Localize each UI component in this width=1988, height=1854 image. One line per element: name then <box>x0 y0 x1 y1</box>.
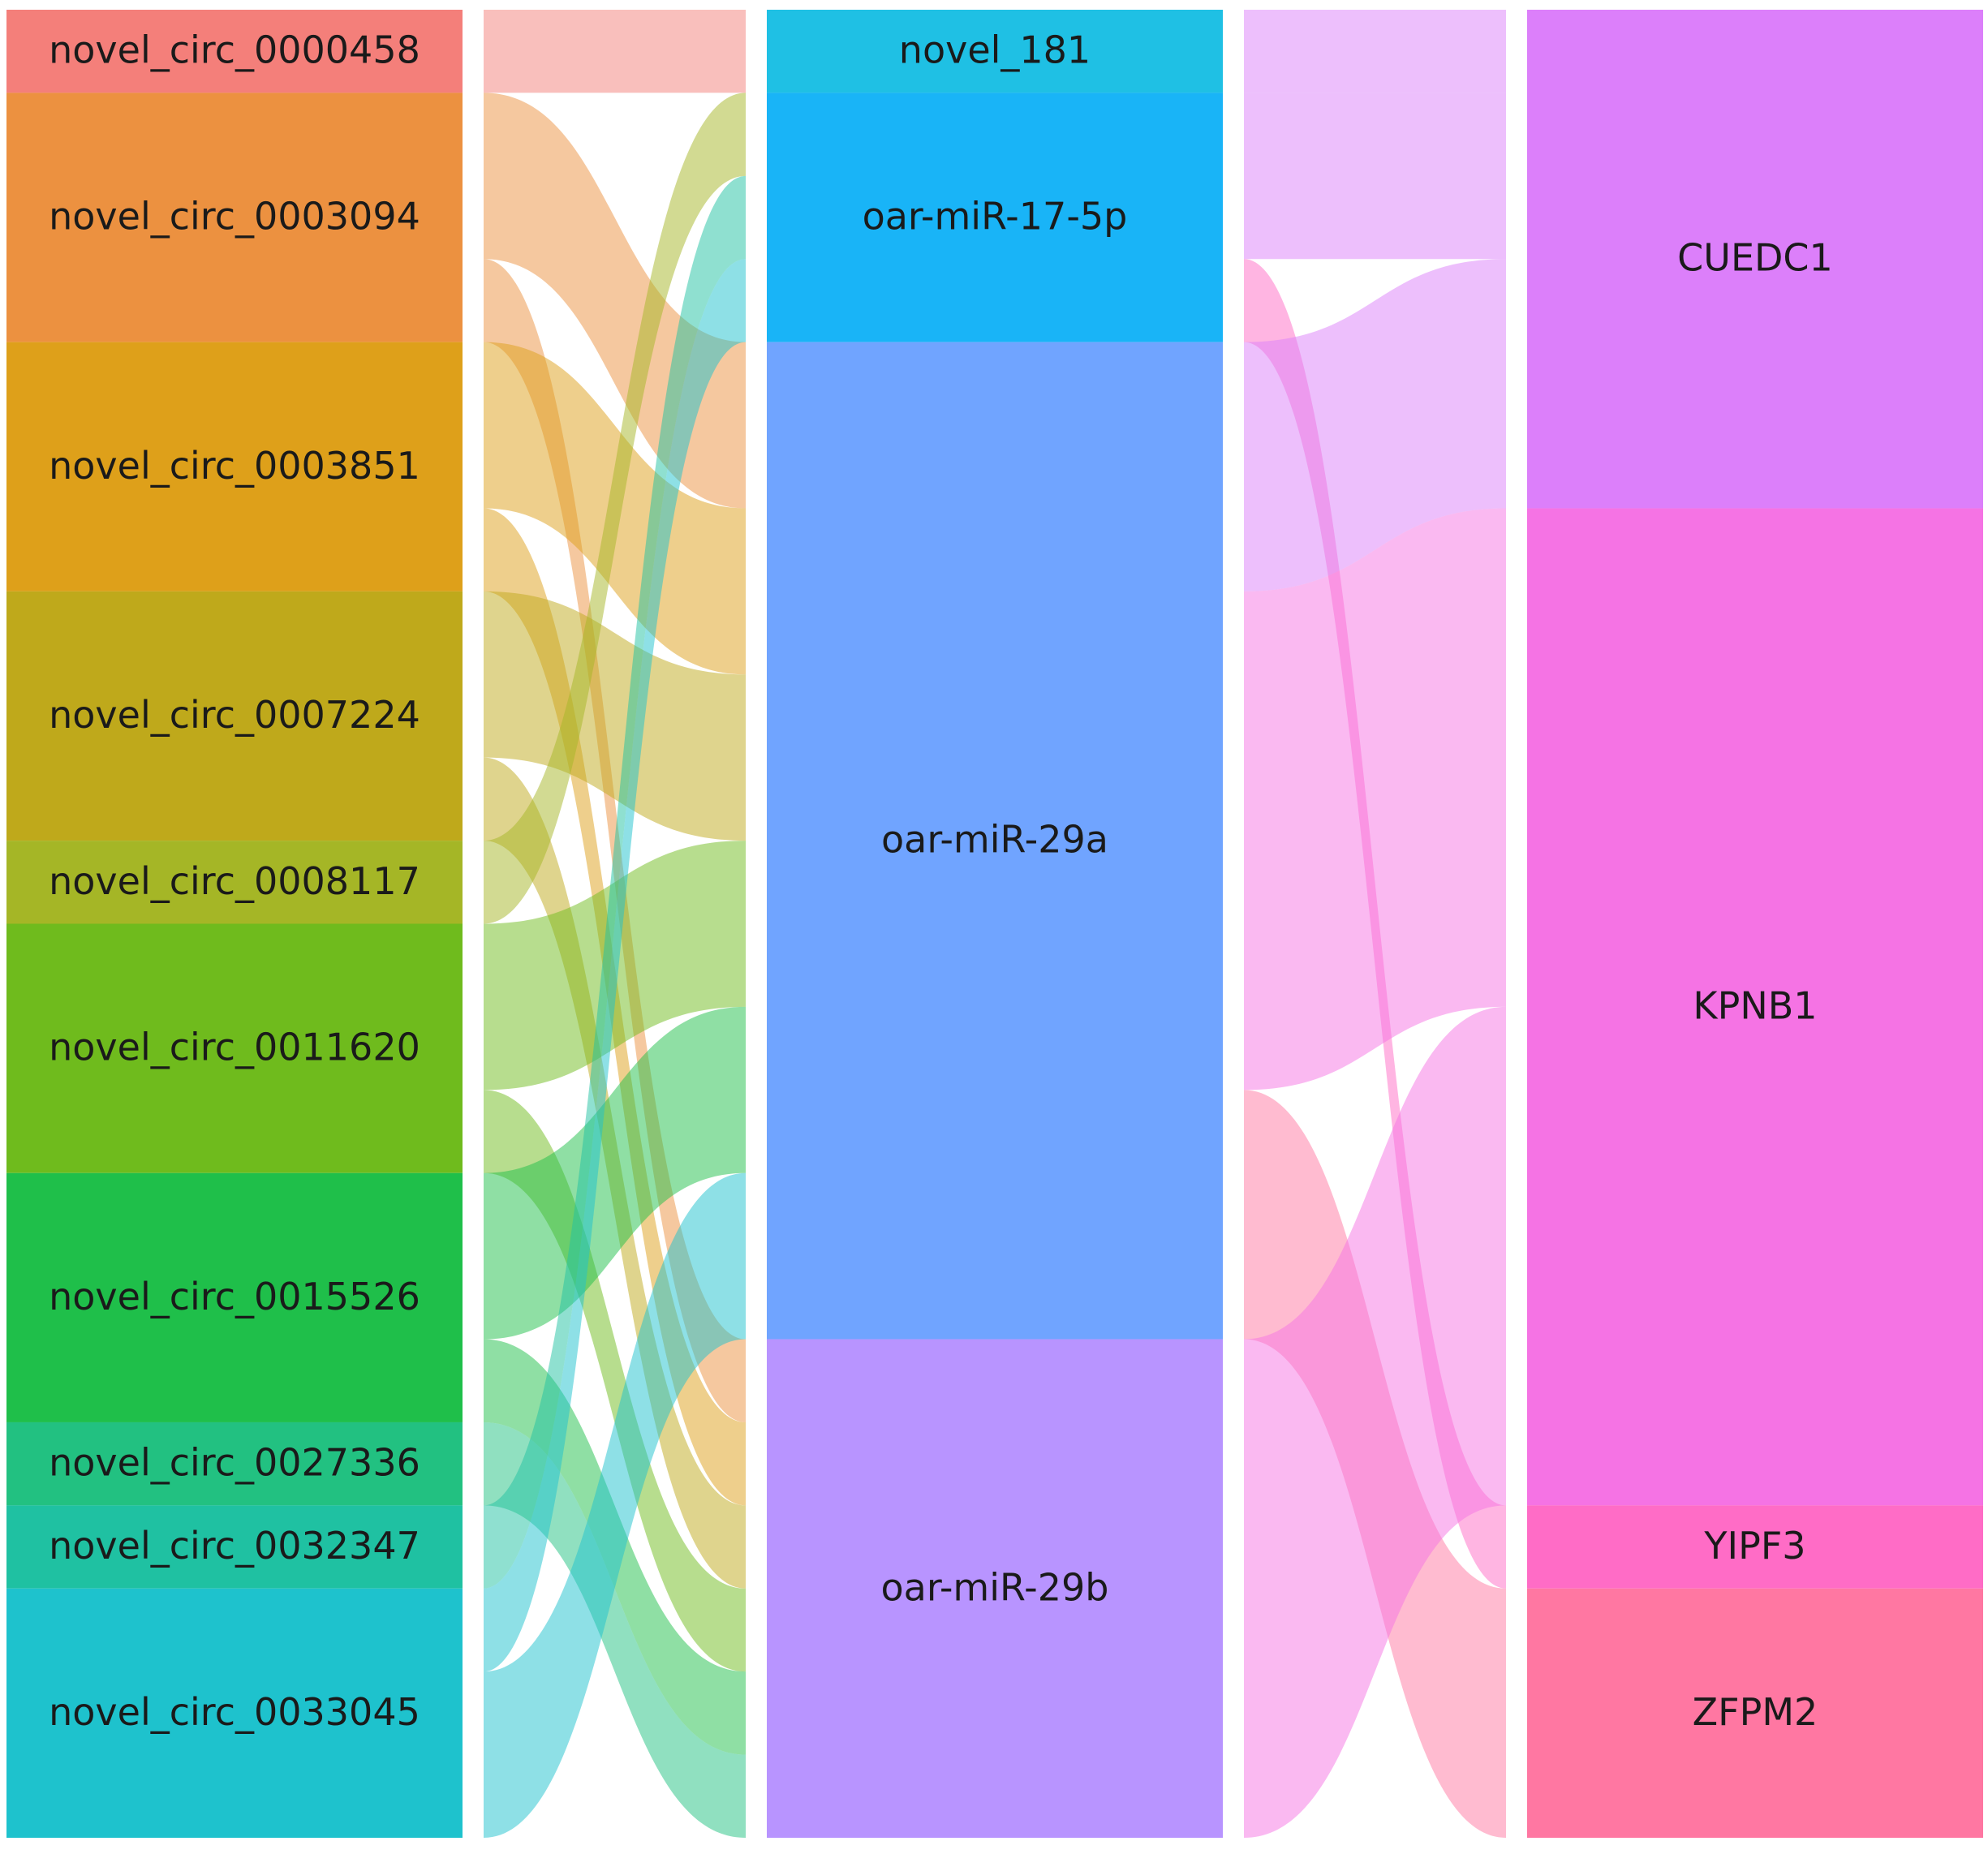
node-label-c11620: novel_circ_0011620 <box>49 1026 420 1069</box>
node-c33045 <box>6 1588 463 1838</box>
link-m29b-to-KPNB1 <box>1244 1006 1506 1838</box>
node-m29b <box>767 1339 1223 1838</box>
node-c0458 <box>6 10 463 93</box>
link-c11620-to-m29b <box>484 1090 746 1672</box>
node-c7224 <box>6 591 463 841</box>
node-label-YIPF3: YIPF3 <box>1703 1524 1805 1568</box>
node-ZFPM2 <box>1527 1588 1983 1838</box>
node-label-m181: novel_181 <box>899 28 1091 72</box>
node-m29a <box>767 342 1223 1340</box>
node-label-c33045: novel_circ_0033045 <box>49 1690 420 1734</box>
node-KPNB1 <box>1527 508 1983 1506</box>
link-c0458-to-m181 <box>484 10 746 93</box>
node-label-c0458: novel_circ_0000458 <box>49 28 420 72</box>
node-c3851 <box>6 342 463 591</box>
node-label-c3094: novel_circ_0003094 <box>49 195 420 239</box>
node-YIPF3 <box>1527 1505 1983 1589</box>
node-label-c27336: novel_circ_0027336 <box>49 1441 420 1485</box>
link-m17-to-CUEDC1 <box>1244 92 1506 260</box>
node-c8117 <box>6 841 463 924</box>
node-c27336 <box>6 1422 463 1506</box>
link-m29a-to-KPNB1 <box>1244 508 1506 1090</box>
node-label-m29a: oar-miR-29a <box>881 818 1108 862</box>
node-CUEDC1 <box>1527 10 1983 509</box>
links-layer <box>484 10 1506 1838</box>
node-label-c15526: novel_circ_0015526 <box>49 1275 420 1318</box>
link-m29a-to-CUEDC1 <box>1244 259 1506 591</box>
link-m181-to-CUEDC1 <box>1244 10 1506 93</box>
link-c8117-to-m17 <box>484 92 746 924</box>
node-m181 <box>767 10 1223 93</box>
node-m17 <box>767 92 1223 342</box>
nodes-layer <box>6 10 1983 1838</box>
node-label-c8117: novel_circ_0008117 <box>49 859 420 903</box>
node-label-m29b: oar-miR-29b <box>881 1565 1109 1609</box>
link-c33045-to-m29a <box>484 1172 746 1838</box>
link-c32347-to-m17 <box>484 175 746 1589</box>
node-label-m17: oar-miR-17-5p <box>863 195 1128 239</box>
node-label-ZFPM2: ZFPM2 <box>1693 1690 1818 1734</box>
link-c33045-to-m17 <box>484 259 746 1672</box>
node-label-c7224: novel_circ_0007224 <box>49 693 420 737</box>
link-c7224-to-m29a <box>484 591 746 841</box>
node-c32347 <box>6 1505 463 1589</box>
link-c15526-to-m29a <box>484 1006 746 1340</box>
node-c11620 <box>6 923 463 1173</box>
node-c15526 <box>6 1172 463 1422</box>
labels-layer: novel_circ_0000458novel_circ_0003094nove… <box>49 28 1833 1734</box>
node-label-c32347: novel_circ_0032347 <box>49 1524 420 1568</box>
node-label-c3851: novel_circ_0003851 <box>49 444 420 488</box>
node-label-KPNB1: KPNB1 <box>1693 983 1817 1027</box>
node-c3094 <box>6 92 463 342</box>
node-label-CUEDC1: CUEDC1 <box>1677 236 1833 280</box>
